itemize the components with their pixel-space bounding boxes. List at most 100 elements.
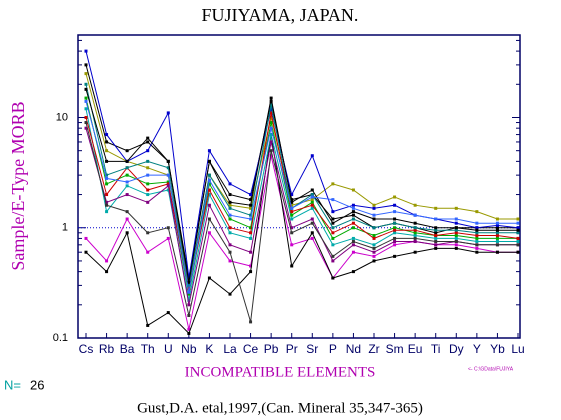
- point: [372, 250, 376, 254]
- point: [351, 210, 355, 214]
- point: [84, 121, 88, 125]
- point: [228, 250, 232, 254]
- point: [166, 159, 170, 163]
- point: [454, 234, 458, 238]
- point: [269, 103, 273, 107]
- point: [475, 231, 479, 235]
- point: [454, 240, 458, 244]
- point: [105, 210, 109, 214]
- point: [290, 213, 294, 217]
- point: [146, 159, 150, 163]
- point: [187, 290, 191, 294]
- point: [351, 240, 355, 244]
- point: [393, 231, 397, 235]
- point: [290, 193, 294, 197]
- point: [125, 231, 129, 235]
- point: [146, 136, 150, 140]
- point: [105, 182, 109, 186]
- point: [310, 231, 314, 235]
- point: [84, 72, 88, 76]
- point: [146, 149, 150, 153]
- point: [393, 203, 397, 207]
- point: [351, 243, 355, 247]
- point: [434, 234, 438, 238]
- x-tick-label: Rb: [99, 342, 115, 356]
- series-line: [85, 89, 518, 283]
- point: [269, 99, 273, 103]
- plot-frame: [77, 34, 521, 339]
- point: [146, 182, 150, 186]
- x-tick-label: Th: [141, 342, 155, 356]
- point: [146, 140, 150, 144]
- point: [290, 206, 294, 210]
- point: [84, 236, 88, 240]
- point: [310, 217, 314, 221]
- point: [372, 259, 376, 263]
- point: [290, 226, 294, 230]
- point: [454, 217, 458, 221]
- point: [249, 217, 253, 221]
- x-tick-label: Ba: [120, 342, 135, 356]
- x-tick-label: Y: [473, 342, 481, 356]
- point: [310, 193, 314, 197]
- point: [331, 243, 335, 247]
- point: [475, 236, 479, 240]
- y-axis-label: Sample/E-Type MORB: [8, 101, 28, 270]
- point: [166, 188, 170, 192]
- point: [413, 250, 417, 254]
- point: [310, 203, 314, 207]
- point: [351, 188, 355, 192]
- point: [351, 270, 355, 274]
- point: [454, 228, 458, 232]
- series-line: [85, 64, 518, 279]
- y-tick-label: 10: [56, 111, 68, 123]
- point: [187, 298, 191, 302]
- point: [166, 226, 170, 230]
- point: [166, 236, 170, 240]
- point: [351, 250, 355, 254]
- series-line: [85, 112, 519, 289]
- point: [269, 121, 273, 125]
- point: [207, 217, 211, 221]
- point: [454, 231, 458, 235]
- series-line: [85, 73, 518, 286]
- point: [290, 210, 294, 214]
- point: [475, 234, 479, 238]
- point: [207, 159, 211, 163]
- point: [372, 236, 376, 240]
- point: [146, 193, 150, 197]
- point: [516, 228, 520, 232]
- point: [269, 149, 273, 153]
- point: [454, 243, 458, 247]
- point: [310, 154, 314, 158]
- point: [187, 327, 191, 331]
- point: [331, 231, 335, 235]
- y-tick-label: 1: [62, 222, 68, 234]
- point: [269, 140, 273, 144]
- point: [495, 217, 499, 221]
- point: [495, 221, 499, 225]
- point: [372, 217, 376, 221]
- point: [372, 213, 376, 217]
- point: [249, 226, 253, 230]
- point: [105, 133, 109, 137]
- point: [351, 213, 355, 217]
- point: [269, 96, 273, 100]
- point: [187, 276, 191, 280]
- x-tick-label: Sm: [386, 342, 404, 356]
- x-tick-label: Zr: [368, 342, 379, 356]
- x-tick-label: Sr: [306, 342, 318, 356]
- point: [434, 243, 438, 247]
- point: [331, 182, 335, 186]
- point: [207, 203, 211, 207]
- x-tick-label: Pb: [264, 342, 279, 356]
- point: [125, 166, 129, 170]
- series-line: [85, 134, 518, 335]
- point: [249, 198, 253, 202]
- x-axis-label: INCOMPATIBLE ELEMENTS: [185, 364, 376, 380]
- point: [207, 276, 211, 280]
- point: [84, 126, 88, 130]
- point: [495, 234, 499, 238]
- x-tick-label: Nb: [181, 342, 197, 356]
- point: [166, 184, 170, 188]
